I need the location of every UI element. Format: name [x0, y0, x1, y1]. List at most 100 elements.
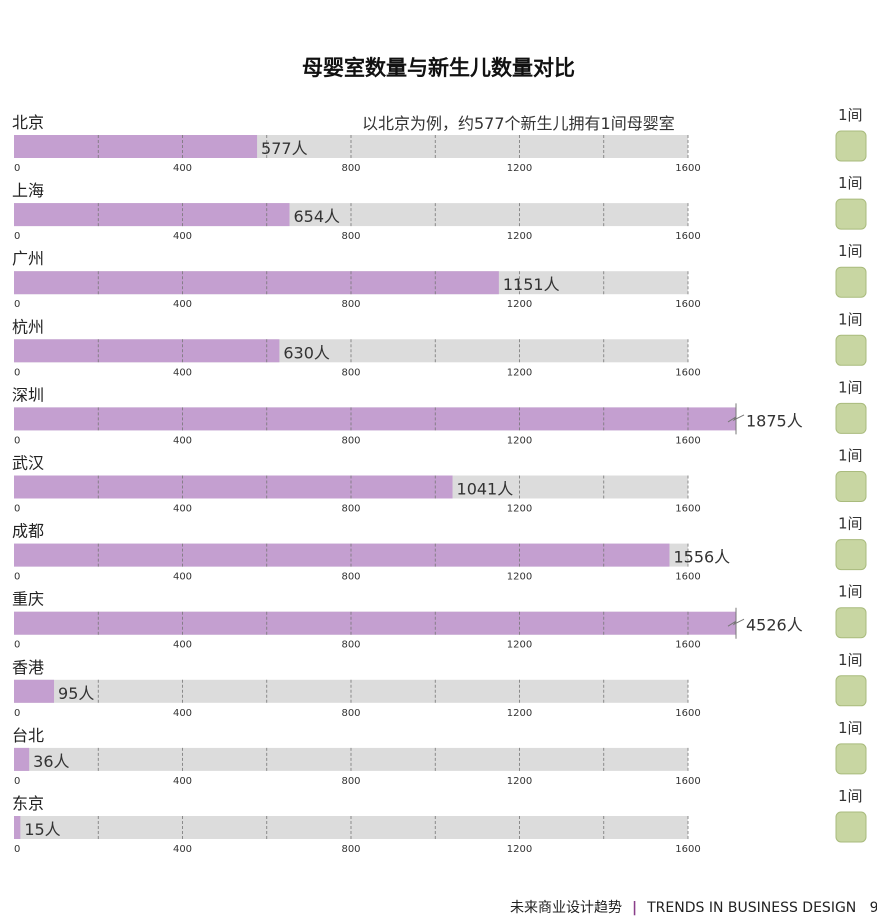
- bar: [14, 271, 499, 295]
- room-count-label: 1间: [838, 447, 863, 465]
- tick-label: 1200: [507, 572, 532, 583]
- break-marker: [727, 414, 745, 423]
- room-count-label: 1间: [838, 310, 863, 328]
- category-label: 北京: [12, 113, 44, 132]
- value-label: 1556人: [673, 548, 730, 567]
- tick-label: 400: [173, 435, 192, 446]
- tick-label: 400: [173, 708, 192, 719]
- tick-label: 800: [341, 640, 360, 651]
- bar: [14, 407, 736, 431]
- value-label: 577人: [261, 139, 308, 158]
- room-count-label: 1间: [838, 242, 863, 260]
- tick-label: 800: [341, 299, 360, 310]
- tick-label: 0: [14, 844, 20, 855]
- category-label: 香港: [12, 658, 44, 677]
- tick-label: 400: [173, 572, 192, 583]
- room-icon: [835, 130, 867, 162]
- category-label: 武汉: [12, 454, 44, 473]
- tick-label: 400: [173, 504, 192, 515]
- tick-label: 800: [341, 435, 360, 446]
- tick-label: 1600: [675, 640, 700, 651]
- value-label: 15人: [24, 820, 60, 839]
- bar: [14, 543, 670, 567]
- value-label: 95人: [58, 684, 94, 703]
- value-label: 4526人: [746, 616, 803, 635]
- tick-label: 1600: [675, 231, 700, 242]
- tick-label: 1600: [675, 299, 700, 310]
- tick-label: 0: [14, 708, 20, 719]
- room-icon: [835, 811, 867, 843]
- room-icon: [835, 402, 867, 434]
- tick-label: 0: [14, 231, 20, 242]
- category-label: 成都: [12, 522, 44, 541]
- room-icon: [835, 743, 867, 775]
- chart-title: 母婴室数量与新生儿数量对比: [302, 56, 575, 80]
- tick-label: 800: [341, 367, 360, 378]
- tick-label: 1600: [675, 163, 700, 174]
- room-count-label: 1间: [838, 515, 863, 533]
- room-count-label: 1间: [838, 378, 863, 396]
- bar: [14, 475, 453, 499]
- tick-label: 800: [341, 708, 360, 719]
- tick-label: 1600: [675, 435, 700, 446]
- tick-label: 0: [14, 504, 20, 515]
- value-label: 654人: [293, 207, 340, 226]
- room-count-label: 1间: [838, 106, 863, 124]
- bar: [14, 679, 55, 703]
- room-icon: [835, 607, 867, 639]
- category-label: 广州: [12, 249, 44, 268]
- room-count-label: 1间: [838, 583, 863, 601]
- footer-en: TRENDS IN BUSINESS DESIGN: [647, 900, 857, 916]
- tick-label: 1200: [507, 231, 532, 242]
- tick-label: 1200: [507, 435, 532, 446]
- tick-label: 800: [341, 163, 360, 174]
- page-number: 9: [869, 900, 877, 916]
- category-label: 台北: [12, 726, 44, 745]
- room-icon: [835, 334, 867, 366]
- bar: [14, 611, 736, 635]
- tick-label: 1200: [507, 776, 532, 787]
- footer-cn: 未来商业设计趋势: [510, 900, 622, 916]
- value-label: 1151人: [503, 275, 560, 294]
- annotation: 以北京为例，约577个新生儿拥有1间母婴室: [362, 114, 675, 133]
- category-label: 上海: [12, 181, 44, 200]
- category-label: 深圳: [12, 385, 44, 404]
- footer: 未来商业设计趋势 | TRENDS IN BUSINESS DESIGN 9: [510, 897, 877, 917]
- tick-label: 400: [173, 640, 192, 651]
- tick-label: 1200: [507, 504, 532, 515]
- room-icon: [835, 198, 867, 230]
- tick-label: 1200: [507, 640, 532, 651]
- tick-label: 800: [341, 572, 360, 583]
- bar: [14, 203, 290, 227]
- bar: [14, 135, 258, 158]
- tick-label: 800: [341, 231, 360, 242]
- value-label: 1041人: [457, 480, 514, 499]
- room-icon: [835, 471, 867, 502]
- tick-label: 1600: [675, 367, 700, 378]
- tick-label: 1200: [507, 844, 532, 855]
- category-label: 杭州: [12, 317, 44, 336]
- category-label: 重庆: [12, 590, 44, 609]
- value-label: 36人: [33, 752, 69, 771]
- tick-label: 400: [173, 163, 192, 174]
- tick-label: 400: [173, 231, 192, 242]
- tick-label: 1600: [675, 844, 700, 855]
- bar: [14, 816, 21, 839]
- tick-label: 0: [14, 640, 20, 651]
- tick-label: 400: [173, 776, 192, 787]
- tick-label: 1600: [675, 504, 700, 515]
- room-count-label: 1间: [838, 651, 863, 669]
- room-icon: [835, 675, 867, 707]
- room-icon: [835, 539, 867, 571]
- tick-label: 1600: [675, 708, 700, 719]
- break-marker: [727, 618, 745, 627]
- tick-label: 1200: [507, 367, 532, 378]
- tick-label: 800: [341, 844, 360, 855]
- bar: [14, 747, 30, 771]
- tick-label: 0: [14, 367, 20, 378]
- footer-sep: |: [632, 900, 638, 916]
- tick-label: 0: [14, 572, 20, 583]
- room-count-label: 1间: [838, 787, 863, 805]
